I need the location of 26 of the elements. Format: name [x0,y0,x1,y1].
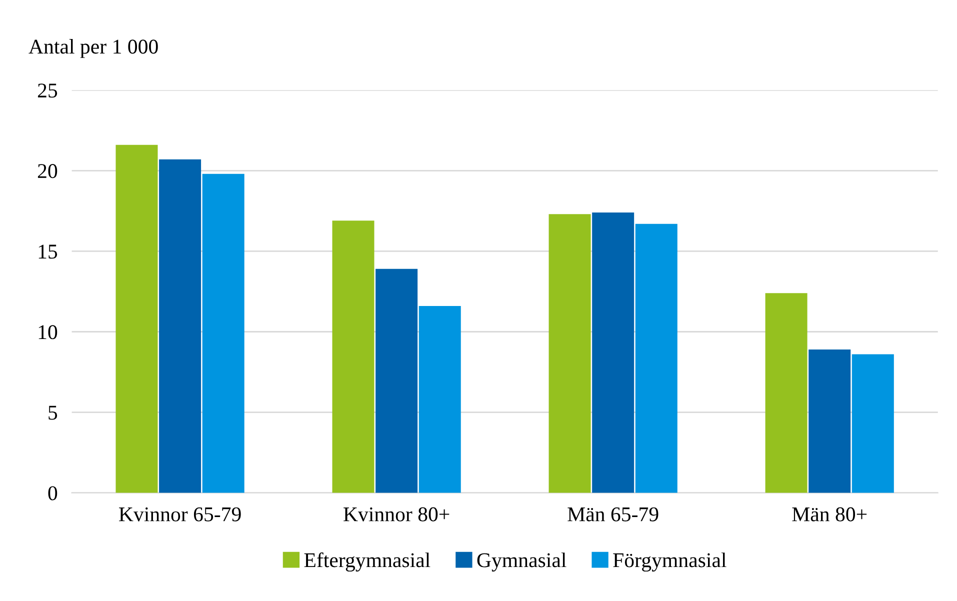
bar [116,144,158,493]
bar [332,220,374,493]
bar [592,212,634,493]
bar [765,293,808,493]
x-tick-label: Kvinnor 65-79 [119,507,241,522]
bar [808,349,851,493]
y-tick-label: 5 [48,406,58,420]
x-tick-label: Män 80+ [792,507,867,522]
y-tick-label: 15 [38,244,58,259]
bar [418,306,461,493]
legend-label: Eftergymnasial [304,552,430,572]
x-tick-label: Män 65-79 [568,507,658,522]
y-tick-label: 20 [38,164,58,178]
bar [548,214,591,493]
y-tick-label: 25 [38,84,58,98]
y-axis-title: Antal per 1 000 [28,39,158,58]
legend-label: Förgymnasial [613,552,726,572]
bar [376,268,418,493]
bar [635,224,678,493]
legend-label: Gymnasial [477,552,566,572]
bar [202,174,244,493]
y-tick-label: 0 [48,486,58,500]
x-tick-label: Kvinnor 80+ [344,507,450,522]
bar [852,354,894,493]
bar [159,159,202,493]
y-tick-label: 10 [38,325,58,340]
